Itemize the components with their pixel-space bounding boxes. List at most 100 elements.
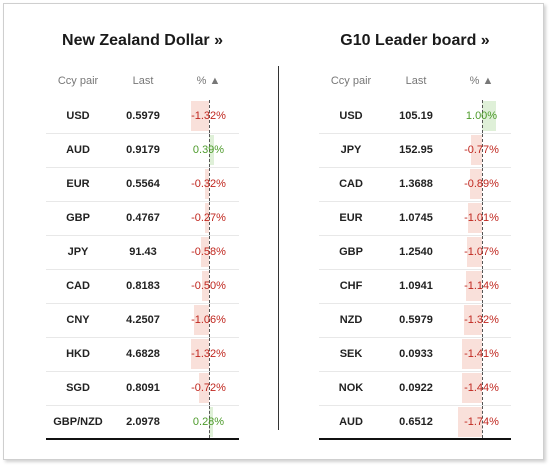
pct-change-cell: -1.06%: [178, 304, 239, 337]
zero-line: [482, 338, 483, 371]
table-row[interactable]: CHF 1.0941 -1.14%: [319, 270, 511, 304]
pct-change-bar: [457, 407, 482, 437]
last-price: 0.5979: [126, 110, 160, 122]
last-price: 0.0922: [399, 382, 433, 394]
pct-change-bar: [200, 237, 209, 267]
pct-change-cell: -0.32%: [178, 168, 239, 201]
widget-frame: New Zealand Dollar » Ccy pair Last % ▲ U…: [3, 3, 544, 460]
header-pct-change-sort[interactable]: % ▲: [196, 75, 221, 87]
ccy-pair: HKD: [66, 348, 90, 360]
table-row[interactable]: AUD 0.9179 0.39%: [46, 134, 239, 168]
table-row[interactable]: USD 0.5979 -1.32%: [46, 100, 239, 134]
table-row[interactable]: GBP/NZD 2.0978 0.28%: [46, 406, 239, 440]
ccy-pair: AUD: [339, 416, 363, 428]
header-last[interactable]: Last: [132, 75, 154, 87]
pct-change-cell: -0.50%: [178, 270, 239, 303]
table-row[interactable]: CAD 1.3688 -0.89%: [319, 168, 511, 202]
table-header: Ccy pair Last % ▲: [319, 75, 511, 99]
ccy-pair: USD: [339, 110, 363, 122]
zero-line: [209, 100, 210, 133]
pct-change-cell: -1.41%: [451, 338, 512, 371]
pct-change-bar: [209, 135, 215, 165]
pct-change-cell: -1.07%: [451, 236, 512, 269]
last-price: 0.6512: [399, 416, 433, 428]
g10-panel-title-link[interactable]: G10 Leader board »: [340, 32, 490, 49]
table-header: Ccy pair Last % ▲: [46, 75, 239, 99]
pct-change-bar: [467, 203, 482, 233]
pct-change-value: -1.32%: [464, 314, 499, 326]
last-price: 1.3688: [399, 178, 433, 190]
ccy-pair: NZD: [339, 314, 363, 326]
ccy-pair: GBP/NZD: [53, 416, 103, 428]
ccy-pair: NOK: [338, 382, 364, 394]
pct-change-bar: [202, 271, 209, 301]
zero-line: [209, 304, 210, 337]
table-row[interactable]: EUR 1.0745 -1.01%: [319, 202, 511, 236]
last-price: 0.4767: [126, 212, 160, 224]
pct-change-value: 0.39%: [192, 144, 225, 156]
pct-change-bar: [190, 101, 209, 131]
table-row[interactable]: CNY 4.2507 -1.06%: [46, 304, 239, 338]
last-price: 0.0933: [399, 348, 433, 360]
zero-line: [482, 372, 483, 405]
zero-line: [209, 168, 210, 201]
zero-line: [209, 134, 210, 167]
ccy-pair: JPY: [67, 246, 89, 258]
table-row[interactable]: SGD 0.8091 -0.72%: [46, 372, 239, 406]
pct-change-cell: -1.01%: [451, 202, 512, 235]
last-price: 1.2540: [399, 246, 433, 258]
table-row[interactable]: SEK 0.0933 -1.41%: [319, 338, 511, 372]
pct-change-bar: [469, 169, 482, 199]
ccy-pair: SGD: [66, 382, 90, 394]
last-price: 2.0978: [126, 416, 160, 428]
zero-line: [209, 406, 210, 438]
table-row[interactable]: NZD 0.5979 -1.32%: [319, 304, 511, 338]
pct-change-cell: 0.39%: [178, 134, 239, 167]
table-row[interactable]: CAD 0.8183 -0.50%: [46, 270, 239, 304]
pct-change-cell: -1.44%: [451, 372, 512, 405]
pct-change-cell: -1.14%: [451, 270, 512, 303]
last-price: 91.43: [129, 246, 157, 258]
last-price: 105.19: [399, 110, 433, 122]
ccy-pair: EUR: [66, 178, 90, 190]
nzd-panel-title-link[interactable]: New Zealand Dollar »: [62, 32, 223, 49]
table-row[interactable]: JPY 152.95 -0.77%: [319, 134, 511, 168]
pct-change-bar: [204, 169, 209, 199]
table-row[interactable]: AUD 0.6512 -1.74%: [319, 406, 511, 440]
pct-change-value: -1.07%: [464, 246, 499, 258]
ccy-pair: CAD: [339, 178, 363, 190]
header-ccy-pair[interactable]: Ccy pair: [57, 75, 99, 87]
table-row[interactable]: GBP 0.4767 -0.27%: [46, 202, 239, 236]
table-row[interactable]: EUR 0.5564 -0.32%: [46, 168, 239, 202]
last-price: 0.8091: [126, 382, 160, 394]
table-row[interactable]: USD 105.19 1.00%: [319, 100, 511, 134]
last-price: 1.0745: [399, 212, 433, 224]
last-price: 0.5564: [126, 178, 160, 190]
zero-line: [482, 236, 483, 269]
header-last[interactable]: Last: [405, 75, 427, 87]
table-row[interactable]: NOK 0.0922 -1.44%: [319, 372, 511, 406]
ccy-pair: GBP: [339, 246, 363, 258]
zero-line: [482, 304, 483, 337]
pct-change-value: -0.89%: [464, 178, 499, 190]
ccy-pair: AUD: [66, 144, 90, 156]
ccy-pair: EUR: [339, 212, 363, 224]
zero-line: [209, 202, 210, 235]
pct-change-cell: -0.58%: [178, 236, 239, 269]
table-row[interactable]: JPY 91.43 -0.58%: [46, 236, 239, 270]
last-price: 0.9179: [126, 144, 160, 156]
pct-change-value: 1.00%: [465, 110, 498, 122]
pct-change-bar: [462, 339, 482, 369]
last-price: 0.8183: [126, 280, 160, 292]
pct-change-bar: [463, 305, 482, 335]
pct-change-value: -0.27%: [191, 212, 226, 224]
zero-line: [482, 202, 483, 235]
header-ccy-pair[interactable]: Ccy pair: [330, 75, 372, 87]
pct-change-value: -1.14%: [464, 280, 499, 292]
pct-change-value: -1.74%: [464, 416, 499, 428]
header-pct-change-sort[interactable]: % ▲: [469, 75, 494, 87]
last-price: 4.2507: [126, 314, 160, 326]
table-row[interactable]: GBP 1.2540 -1.07%: [319, 236, 511, 270]
table-row[interactable]: HKD 4.6828 -1.32%: [46, 338, 239, 372]
ccy-pair: JPY: [340, 144, 362, 156]
